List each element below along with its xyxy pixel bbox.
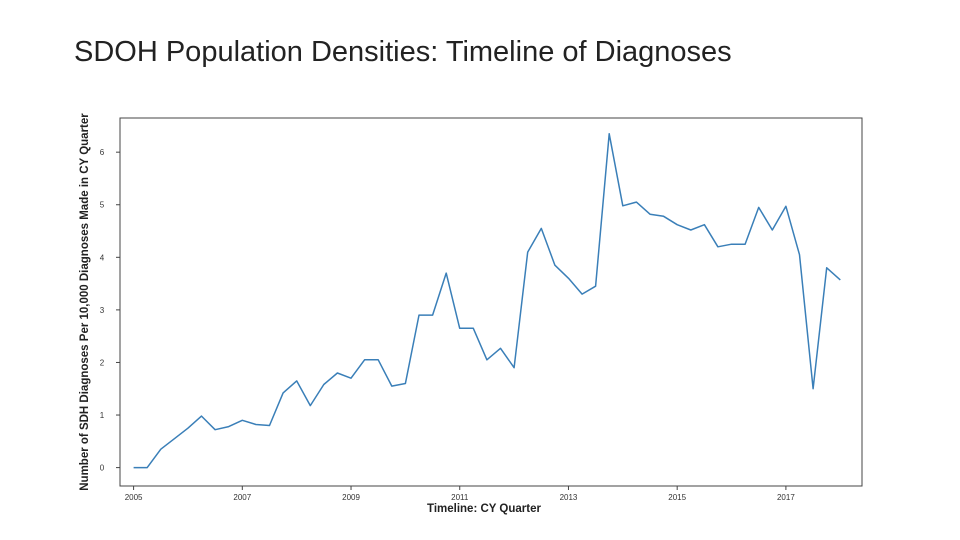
x-axis-label: Timeline: CY Quarter (427, 503, 541, 515)
page-title: SDOH Population Densities: Timeline of D… (74, 36, 732, 68)
y-tick-label: 6 (100, 148, 105, 157)
x-tick-label: 2005 (125, 493, 143, 502)
x-tick-label: 2017 (777, 493, 795, 502)
y-tick-label: 2 (100, 358, 105, 367)
plot-area-frame (119, 117, 863, 487)
y-axis: 0 1 2 3 4 5 6 (100, 148, 120, 473)
y-axis-label: Number of SDH Diagnoses Per 10,000 Diagn… (79, 113, 91, 491)
y-tick-label: 1 (100, 411, 105, 420)
x-tick-label: 2013 (560, 493, 578, 502)
x-tick-label: 2007 (233, 493, 251, 502)
x-tick-label: 2015 (668, 493, 686, 502)
series-line (133, 133, 841, 469)
x-tick-label: 2009 (342, 493, 360, 502)
y-tick-label: 4 (100, 253, 105, 262)
y-tick-label: 5 (100, 201, 105, 210)
x-axis: 2005 2007 2009 2011 2013 2015 2017 (125, 486, 795, 502)
x-tick-label: 2011 (451, 493, 469, 502)
y-tick-label: 3 (100, 306, 105, 315)
y-tick-label: 0 (100, 464, 105, 473)
